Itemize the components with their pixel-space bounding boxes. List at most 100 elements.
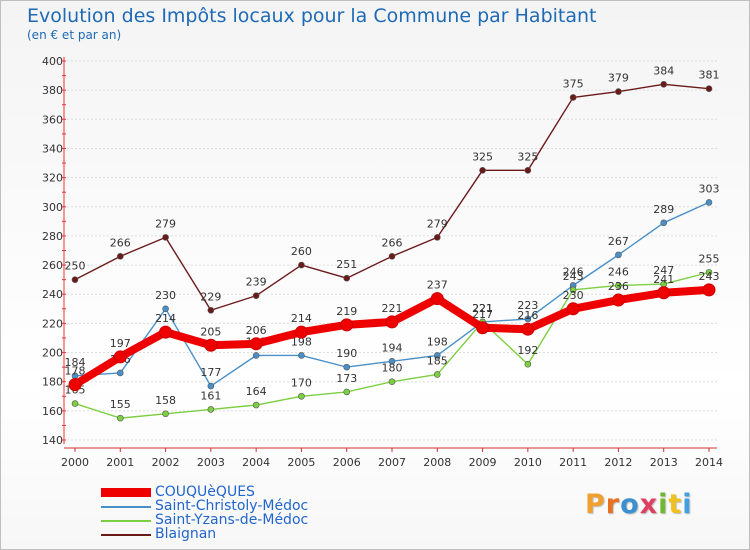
data-point <box>68 378 82 392</box>
data-point <box>340 318 354 332</box>
data-label: 375 <box>563 77 584 90</box>
data-point <box>433 371 441 378</box>
data-point <box>294 325 308 339</box>
data-label: 325 <box>517 150 538 163</box>
data-label: 198 <box>427 335 448 348</box>
data-point <box>207 306 215 314</box>
data-label: 192 <box>517 344 538 357</box>
data-label: 267 <box>608 235 629 248</box>
logo-letter: P <box>585 489 606 520</box>
y-tick-label: 280 <box>42 230 63 243</box>
data-label: 279 <box>427 217 448 230</box>
data-label: 229 <box>200 290 221 303</box>
logo-letter: r <box>605 489 621 520</box>
data-point <box>162 305 169 313</box>
x-tick-label: 2004 <box>242 456 270 469</box>
data-point <box>71 400 79 407</box>
data-label: 247 <box>653 264 674 277</box>
legend-swatch-blaignan <box>101 534 151 536</box>
data-label: 381 <box>699 69 720 82</box>
data-label: 180 <box>382 362 403 375</box>
data-label: 178 <box>65 365 86 378</box>
y-tick-label: 360 <box>42 113 63 126</box>
data-point <box>343 388 351 396</box>
x-tick-label: 2014 <box>695 456 723 469</box>
proxiti-logo: Proxiti <box>585 489 693 520</box>
data-point <box>204 338 218 352</box>
data-label: 230 <box>563 289 584 302</box>
x-tick-label: 2005 <box>287 456 315 469</box>
data-label: 164 <box>246 385 267 398</box>
data-label: 214 <box>155 312 176 325</box>
chart-title: Evolution des Impôts locaux pour la Comm… <box>27 5 597 27</box>
data-point <box>660 219 668 227</box>
y-tick-label: 240 <box>42 288 63 301</box>
data-point <box>524 360 532 368</box>
data-point <box>615 251 622 259</box>
y-tick-label: 180 <box>42 376 63 389</box>
logo-letter: t <box>668 489 683 520</box>
data-point <box>252 352 260 359</box>
data-point <box>705 199 713 206</box>
data-label: 155 <box>110 398 131 411</box>
data-point <box>566 302 580 316</box>
x-tick-label: 2003 <box>197 456 225 469</box>
legend-label-saint-christoly: Saint-Christoly-Médoc <box>155 498 309 514</box>
data-label: 303 <box>699 182 720 195</box>
y-tick-label: 140 <box>42 434 63 447</box>
data-label: 173 <box>336 372 357 385</box>
logo-letter: o <box>620 489 640 520</box>
data-label: 161 <box>200 389 221 402</box>
data-label: 216 <box>517 309 538 322</box>
y-tick-label: 300 <box>42 201 63 214</box>
data-point <box>116 253 124 260</box>
data-label: 246 <box>608 265 629 278</box>
data-label: 177 <box>200 366 221 379</box>
data-label: 214 <box>291 312 312 325</box>
data-point <box>207 382 215 390</box>
x-tick-label: 2007 <box>378 456 406 469</box>
data-label: 236 <box>608 280 629 293</box>
data-label: 255 <box>699 252 720 265</box>
data-label: 185 <box>427 354 448 367</box>
data-point <box>207 406 215 413</box>
data-point <box>705 269 713 276</box>
data-point <box>657 286 671 300</box>
data-label: 198 <box>291 335 312 348</box>
data-point <box>298 352 305 359</box>
data-point <box>702 283 716 297</box>
data-point <box>385 315 399 329</box>
y-tick-label: 380 <box>42 84 63 97</box>
logo-letter: x <box>639 489 659 520</box>
data-label: 221 <box>472 302 493 315</box>
legend-swatch-couqueques <box>101 488 151 497</box>
data-label: 237 <box>427 279 448 292</box>
data-point <box>388 378 396 385</box>
x-tick-label: 2010 <box>514 456 542 469</box>
data-point <box>433 234 441 241</box>
data-label: 239 <box>246 276 267 289</box>
data-point <box>524 315 532 323</box>
data-label: 266 <box>382 236 403 249</box>
logo-letter: i <box>682 489 693 520</box>
data-point <box>660 81 668 88</box>
data-point <box>433 352 441 359</box>
data-point <box>611 293 625 307</box>
data-point <box>71 276 79 283</box>
data-point <box>388 253 396 260</box>
y-tick-label: 160 <box>42 405 63 418</box>
data-label: 170 <box>291 376 312 389</box>
data-point <box>569 286 577 294</box>
x-tick-label: 2002 <box>152 456 180 469</box>
data-label: 217 <box>472 308 493 321</box>
data-point <box>569 94 577 101</box>
data-label: 206 <box>246 324 267 337</box>
data-point <box>252 401 260 409</box>
data-point <box>479 167 486 174</box>
data-label: 243 <box>563 270 584 283</box>
data-label: 384 <box>653 64 674 77</box>
data-point <box>388 357 396 365</box>
x-tick-label: 2013 <box>650 456 678 469</box>
y-tick-label: 340 <box>42 142 63 155</box>
